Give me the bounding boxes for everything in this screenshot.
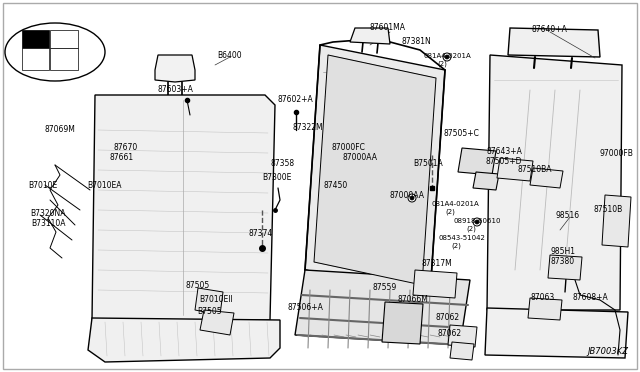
Polygon shape <box>450 342 474 360</box>
Text: 87380: 87380 <box>551 257 575 266</box>
Polygon shape <box>487 55 622 310</box>
Text: 87510BA: 87510BA <box>518 166 552 174</box>
Text: 87066M: 87066M <box>397 295 428 305</box>
Text: 87000FC: 87000FC <box>331 144 365 153</box>
Text: B73110A: B73110A <box>31 218 65 228</box>
Text: 87322M: 87322M <box>292 122 323 131</box>
Text: 87358: 87358 <box>271 160 295 169</box>
Text: 87608+A: 87608+A <box>572 292 608 301</box>
Polygon shape <box>530 168 563 188</box>
Polygon shape <box>195 288 223 315</box>
Polygon shape <box>548 255 582 280</box>
Circle shape <box>443 53 451 61</box>
Bar <box>50 30 78 48</box>
Text: (2): (2) <box>437 61 447 67</box>
Text: 87000AA: 87000AA <box>342 154 378 163</box>
Text: B6400: B6400 <box>218 51 243 60</box>
Polygon shape <box>200 310 234 335</box>
Text: 08543-51042: 08543-51042 <box>438 235 485 241</box>
Bar <box>22 48 49 70</box>
Text: 87559: 87559 <box>373 283 397 292</box>
Bar <box>22 30 49 48</box>
Text: (2): (2) <box>445 209 455 215</box>
Circle shape <box>408 194 416 202</box>
Polygon shape <box>508 28 600 57</box>
Text: 87603+A: 87603+A <box>157 84 193 93</box>
Polygon shape <box>92 95 275 320</box>
Polygon shape <box>602 195 631 247</box>
Text: JB7003KZ: JB7003KZ <box>588 347 628 356</box>
Text: 87062: 87062 <box>438 328 462 337</box>
Text: 081A4-0201A: 081A4-0201A <box>431 201 479 207</box>
Bar <box>50 48 78 70</box>
Text: B7320NA: B7320NA <box>30 208 66 218</box>
Text: 87640+A: 87640+A <box>531 25 567 33</box>
Circle shape <box>473 218 481 226</box>
Text: 87601MA: 87601MA <box>370 23 406 32</box>
Text: 98516: 98516 <box>556 211 580 219</box>
Polygon shape <box>295 270 470 345</box>
Text: 97000FB: 97000FB <box>599 148 633 157</box>
Text: B7300E: B7300E <box>262 173 292 183</box>
Text: 87506+A: 87506+A <box>287 304 323 312</box>
Polygon shape <box>448 325 477 347</box>
Text: 87643+A: 87643+A <box>486 148 522 157</box>
Text: 87505+D: 87505+D <box>486 157 522 167</box>
Text: 87063: 87063 <box>531 292 555 301</box>
Text: 87374: 87374 <box>249 230 273 238</box>
Polygon shape <box>473 172 499 190</box>
Text: 87062: 87062 <box>436 314 460 323</box>
Text: 87510B: 87510B <box>593 205 623 215</box>
Text: 08918-60610: 08918-60610 <box>453 218 500 224</box>
Polygon shape <box>413 270 457 298</box>
Text: B7501A: B7501A <box>413 158 443 167</box>
Polygon shape <box>485 308 628 358</box>
Polygon shape <box>497 158 533 181</box>
Polygon shape <box>88 318 280 362</box>
Polygon shape <box>528 298 562 320</box>
Polygon shape <box>382 302 423 344</box>
Circle shape <box>445 55 449 59</box>
Text: B7010EII: B7010EII <box>199 295 233 304</box>
Text: 081A4-0201A: 081A4-0201A <box>423 53 471 59</box>
Text: 87505+C: 87505+C <box>443 128 479 138</box>
Text: 87381N: 87381N <box>401 38 431 46</box>
Ellipse shape <box>5 23 105 81</box>
Circle shape <box>475 220 479 224</box>
Polygon shape <box>155 55 195 82</box>
Text: 87450: 87450 <box>324 182 348 190</box>
Text: 87670: 87670 <box>114 142 138 151</box>
Polygon shape <box>458 148 496 175</box>
Polygon shape <box>305 45 445 295</box>
Circle shape <box>410 196 414 200</box>
Text: 985H1: 985H1 <box>550 247 575 257</box>
Polygon shape <box>350 28 390 44</box>
Text: 87661: 87661 <box>110 153 134 161</box>
Text: 87317M: 87317M <box>422 260 452 269</box>
Text: B7505: B7505 <box>198 308 222 317</box>
Text: B7010E: B7010E <box>28 180 58 189</box>
Text: 87505: 87505 <box>186 280 210 289</box>
Text: (2): (2) <box>466 226 476 232</box>
Polygon shape <box>314 55 436 285</box>
Text: B7010EA: B7010EA <box>88 180 122 189</box>
Text: 87000AA: 87000AA <box>390 192 424 201</box>
Text: 87602+A: 87602+A <box>277 96 313 105</box>
Text: (2): (2) <box>451 243 461 249</box>
Text: 87069M: 87069M <box>45 125 76 135</box>
